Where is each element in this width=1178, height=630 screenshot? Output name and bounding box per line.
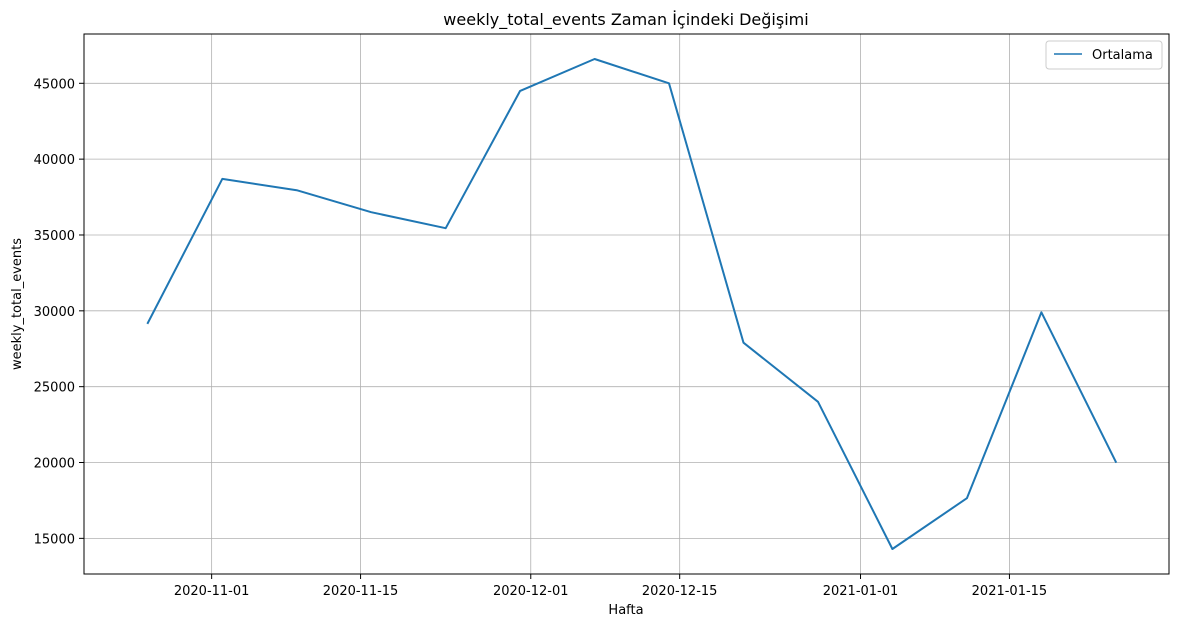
x-tick-label: 2020-12-15 [642,584,718,599]
x-tick-label: 2020-12-01 [493,584,569,599]
y-tick-label: 20000 [34,457,75,472]
grid [84,34,1169,574]
x-tick-label: 2021-01-01 [823,584,899,599]
chart-title: weekly_total_events Zaman İçindeki Değiş… [443,10,808,30]
y-tick-label: 15000 [34,532,75,547]
y-tick-label: 40000 [34,153,75,168]
x-tick-label: 2020-11-01 [174,584,250,599]
x-tick-label: 2021-01-15 [972,584,1048,599]
y-tick-label: 30000 [34,305,75,320]
series-line [146,58,1118,550]
y-axis-label: weekly_total_events [10,238,25,370]
y-ticks: 15000 20000 25000 30000 35000 40000 45000 [34,77,84,547]
axes-frame [83,33,1170,575]
legend-label: Ortalama [1092,48,1153,63]
y-tick-label: 35000 [34,229,75,244]
y-tick-label: 45000 [34,77,75,92]
x-axis-label: Hafta [608,603,643,618]
series-layer [146,58,1118,550]
x-ticks: 2020-11-01 2020-11-15 2020-12-01 2020-12-15… [174,574,1047,599]
legend: Ortalama [1045,40,1163,70]
y-tick-label: 25000 [34,381,75,396]
x-tick-label: 2020-11-15 [323,584,399,599]
legend-box [1045,40,1163,70]
